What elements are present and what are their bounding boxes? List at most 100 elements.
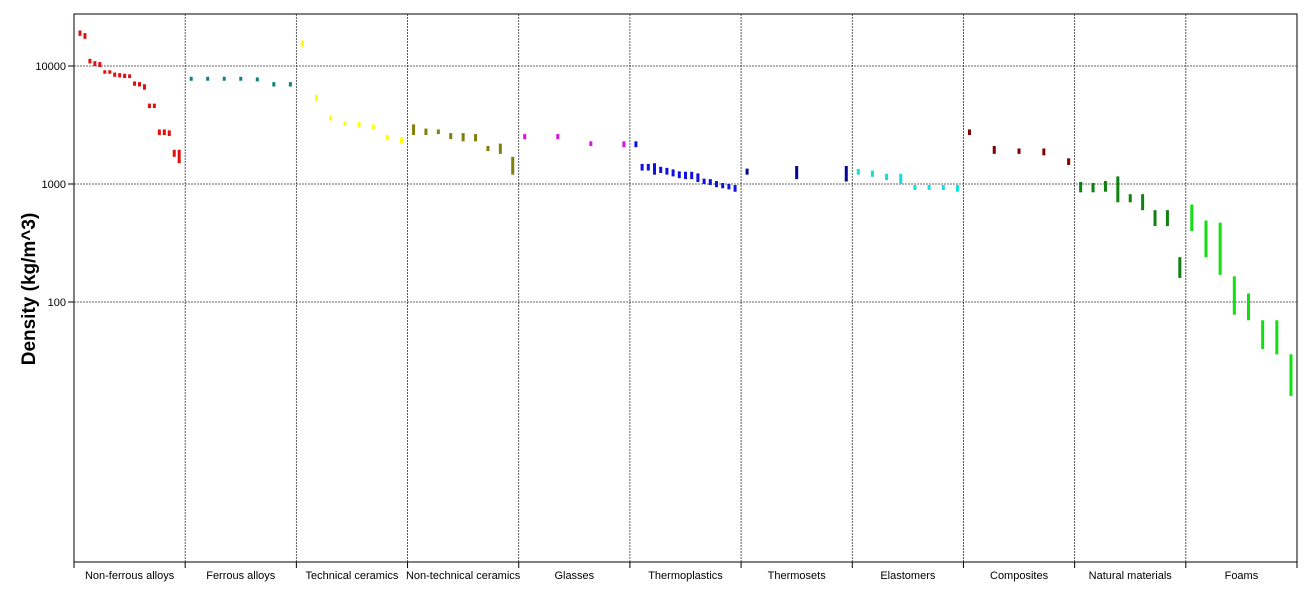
- range-bar: [300, 40, 304, 47]
- category-label: Elastomers: [880, 570, 936, 582]
- plot-frame: [73, 13, 1298, 563]
- range-bar: [899, 173, 903, 184]
- y-axis-label: Density (kg/m^3): [19, 213, 40, 366]
- range-bar: [885, 173, 889, 181]
- range-bar: [83, 33, 87, 39]
- range-bar: [1165, 210, 1169, 227]
- category-label: Foams: [1225, 570, 1259, 582]
- range-bar: [927, 185, 931, 190]
- range-bar: [1116, 176, 1120, 203]
- range-bar: [315, 94, 319, 102]
- range-bar: [708, 179, 712, 186]
- range-bar: [955, 185, 959, 192]
- y-tick-label: 10000: [35, 61, 66, 73]
- range-bar: [640, 163, 644, 171]
- category-label: Glasses: [554, 570, 594, 582]
- range-bar: [113, 72, 117, 77]
- range-bar: [222, 76, 226, 81]
- range-bar: [696, 173, 700, 182]
- range-bar: [172, 149, 176, 157]
- category-label: Technical ceramics: [305, 570, 398, 582]
- range-bar: [424, 128, 428, 136]
- range-bar: [844, 166, 848, 182]
- range-bar: [474, 134, 478, 142]
- category-label: Composites: [990, 570, 1049, 582]
- range-bar: [727, 184, 731, 190]
- range-bar: [486, 145, 490, 152]
- range-bar: [147, 103, 151, 109]
- range-bar: [1153, 210, 1157, 227]
- category-label: Thermoplastics: [648, 570, 723, 582]
- range-bar: [671, 169, 675, 177]
- range-bar: [941, 185, 945, 190]
- range-bar: [177, 149, 181, 164]
- category-label: Non-technical ceramics: [406, 570, 521, 582]
- range-bar: [142, 84, 146, 90]
- range-bar: [677, 171, 681, 179]
- range-bar: [856, 169, 860, 175]
- range-bar: [436, 129, 440, 135]
- range-bar: [162, 129, 166, 136]
- range-bar: [634, 141, 638, 148]
- range-bar: [733, 185, 737, 192]
- range-bar: [400, 137, 404, 144]
- range-bar: [239, 76, 243, 81]
- range-bar: [714, 181, 718, 188]
- range-bar: [1218, 222, 1222, 275]
- range-bar: [967, 129, 971, 136]
- range-bar: [795, 166, 799, 180]
- range-bar: [412, 124, 416, 136]
- range-bar: [913, 185, 917, 190]
- range-bar: [1275, 320, 1279, 355]
- range-bar: [622, 141, 626, 148]
- range-bar: [93, 61, 97, 66]
- range-bar: [385, 135, 389, 141]
- range-bar: [272, 82, 276, 87]
- category-label: Natural materials: [1089, 570, 1173, 582]
- range-bar: [189, 76, 193, 81]
- range-bar: [1261, 320, 1265, 349]
- range-bar: [1204, 220, 1208, 258]
- range-bar: [371, 124, 375, 130]
- range-bar: [88, 58, 92, 64]
- range-bar: [288, 82, 292, 87]
- range-bar: [659, 166, 663, 173]
- range-bar: [646, 163, 650, 171]
- range-bar: [523, 134, 527, 140]
- range-bar: [690, 171, 694, 180]
- range-bar: [1128, 194, 1132, 203]
- range-bar: [1091, 182, 1095, 193]
- range-bar: [870, 170, 874, 177]
- range-bar: [255, 77, 259, 82]
- range-bar: [745, 168, 749, 175]
- range-bar: [357, 122, 361, 128]
- range-bar: [128, 74, 132, 79]
- range-bar: [108, 70, 112, 74]
- range-bar: [992, 145, 996, 154]
- category-label: Non-ferrous alloys: [85, 570, 175, 582]
- range-bar: [1042, 148, 1046, 156]
- range-bar: [1103, 181, 1107, 192]
- range-bar: [1232, 276, 1236, 315]
- range-bar: [78, 30, 82, 36]
- range-bar: [721, 182, 725, 189]
- range-bar: [461, 133, 465, 142]
- range-bar: [98, 62, 102, 68]
- range-bar: [665, 167, 669, 175]
- range-bar: [1141, 194, 1145, 211]
- range-bar: [343, 121, 347, 127]
- range-bar: [133, 81, 137, 86]
- category-label: Thermosets: [768, 570, 827, 582]
- range-bar: [1067, 158, 1071, 165]
- range-bar: [152, 103, 156, 109]
- range-bar: [157, 129, 161, 136]
- range-bar: [1178, 257, 1182, 278]
- range-bar: [167, 130, 171, 137]
- range-bar: [653, 163, 657, 175]
- range-bar: [1246, 293, 1250, 321]
- range-bar: [103, 70, 107, 74]
- range-bar: [1017, 148, 1021, 154]
- y-tick-label: 100: [48, 297, 66, 309]
- range-bar: [123, 73, 127, 79]
